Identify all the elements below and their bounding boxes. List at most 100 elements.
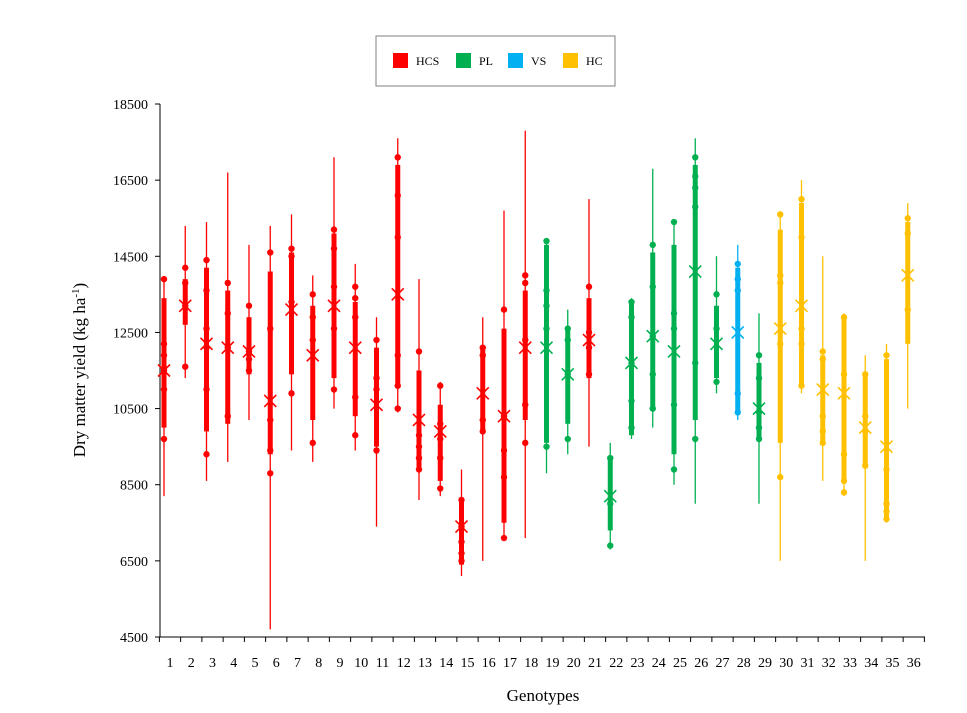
data-point bbox=[692, 173, 699, 180]
box-genotype-11 bbox=[369, 317, 384, 527]
data-point bbox=[628, 397, 635, 405]
box-genotype-16 bbox=[476, 317, 490, 561]
data-point bbox=[670, 466, 678, 473]
data-point bbox=[777, 211, 784, 218]
box-body bbox=[522, 290, 528, 420]
box-genotype-15 bbox=[454, 469, 469, 577]
mean-marker bbox=[199, 337, 214, 351]
mean-marker bbox=[476, 386, 490, 400]
data-point bbox=[352, 314, 359, 321]
data-point bbox=[522, 279, 529, 287]
y-tick-label: 10500 bbox=[113, 403, 148, 418]
x-tick-label: 25 bbox=[673, 656, 687, 671]
data-point bbox=[585, 283, 593, 290]
box-body bbox=[820, 355, 826, 443]
data-point bbox=[203, 287, 210, 294]
data-point bbox=[883, 500, 890, 507]
data-point bbox=[203, 325, 210, 332]
x-axis-title: Genotypes bbox=[507, 686, 580, 705]
y-tick-label: 8500 bbox=[120, 479, 148, 494]
data-point bbox=[883, 508, 890, 515]
x-tick-label: 17 bbox=[503, 656, 517, 671]
y-axis: 4500 6500 8500 10500 12500 14500 16500 18500 bbox=[113, 98, 161, 646]
data-point bbox=[692, 203, 699, 210]
data-point bbox=[585, 329, 593, 336]
data-point bbox=[692, 184, 699, 191]
data-point bbox=[394, 382, 401, 389]
legend-swatch-pl bbox=[456, 53, 471, 68]
data-point bbox=[670, 401, 678, 408]
data-point bbox=[819, 348, 826, 355]
box-body bbox=[161, 298, 167, 428]
data-point bbox=[394, 234, 401, 241]
data-point bbox=[160, 340, 168, 348]
data-point bbox=[564, 435, 571, 443]
data-point bbox=[883, 352, 890, 359]
data-point bbox=[734, 287, 741, 294]
data-point bbox=[224, 412, 231, 420]
data-point bbox=[160, 275, 168, 283]
data-point bbox=[288, 253, 295, 260]
data-point bbox=[267, 325, 274, 332]
box-genotype-9 bbox=[327, 157, 341, 409]
data-point bbox=[309, 314, 316, 321]
data-point bbox=[160, 352, 168, 359]
data-point bbox=[203, 386, 210, 393]
data-point bbox=[309, 439, 316, 447]
data-point bbox=[777, 272, 784, 279]
data-point bbox=[267, 416, 274, 424]
box-body bbox=[501, 328, 507, 523]
data-point bbox=[883, 466, 890, 473]
data-point bbox=[394, 192, 401, 199]
data-point bbox=[713, 378, 720, 386]
data-point bbox=[352, 393, 359, 401]
x-tick-label: 13 bbox=[418, 656, 432, 671]
data-point bbox=[564, 336, 571, 344]
mean-marker bbox=[518, 341, 532, 355]
data-point bbox=[437, 420, 444, 427]
data-point bbox=[840, 477, 848, 485]
x-tick-label: 21 bbox=[588, 656, 602, 671]
data-point bbox=[500, 306, 508, 313]
data-point bbox=[819, 439, 826, 447]
box-genotype-35 bbox=[879, 343, 894, 523]
mean-marker bbox=[242, 344, 256, 359]
y-tick-label: 18500 bbox=[113, 98, 148, 113]
box-genotype-33 bbox=[837, 313, 851, 497]
x-tick-label: 11 bbox=[376, 656, 389, 671]
box-genotype-31 bbox=[794, 180, 809, 394]
box-genotype-28 bbox=[731, 244, 745, 420]
data-point bbox=[309, 336, 316, 344]
data-point bbox=[713, 325, 720, 332]
mean-marker bbox=[879, 440, 894, 454]
data-point bbox=[755, 424, 763, 431]
data-point bbox=[522, 439, 529, 447]
data-point bbox=[267, 447, 274, 454]
data-point bbox=[373, 447, 380, 454]
data-point bbox=[160, 435, 168, 443]
box-genotype-8 bbox=[306, 275, 320, 462]
box-body bbox=[395, 164, 401, 386]
mean-marker bbox=[794, 299, 809, 313]
legend-label-pl: PL bbox=[479, 54, 493, 68]
box-body bbox=[671, 244, 677, 455]
mean-marker bbox=[263, 394, 277, 408]
x-tick-label: 35 bbox=[886, 656, 900, 671]
data-point bbox=[245, 367, 253, 374]
box-genotype-12 bbox=[391, 138, 405, 413]
mean-marker bbox=[582, 333, 596, 347]
mean-marker bbox=[688, 264, 702, 279]
box-genotype-36 bbox=[901, 202, 915, 409]
data-point bbox=[267, 249, 274, 256]
data-point bbox=[330, 386, 338, 393]
mean-marker bbox=[178, 299, 192, 313]
box-body bbox=[374, 347, 379, 447]
x-tick-label: 8 bbox=[315, 656, 322, 671]
data-point bbox=[607, 454, 614, 462]
data-point bbox=[394, 405, 401, 412]
x-tick-label: 3 bbox=[209, 656, 216, 671]
data-point bbox=[288, 245, 295, 252]
data-point bbox=[437, 382, 444, 389]
x-tick-label: 10 bbox=[354, 656, 368, 671]
